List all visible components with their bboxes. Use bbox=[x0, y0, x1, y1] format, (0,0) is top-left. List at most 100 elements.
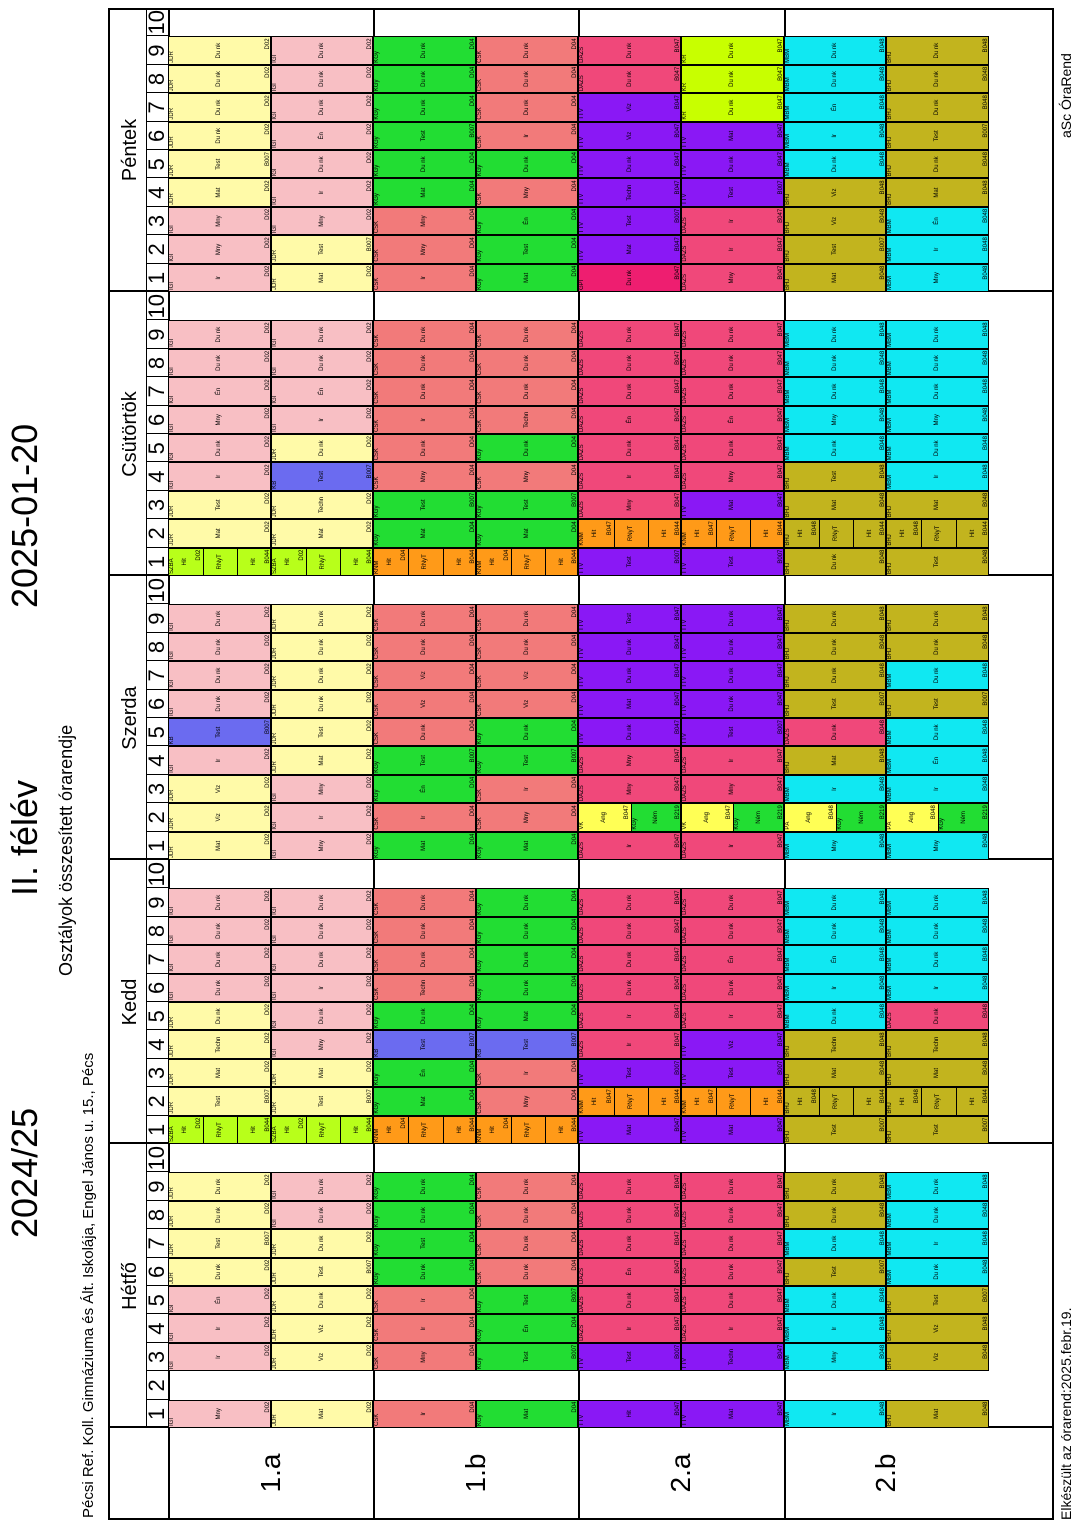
teacher-code: BHJ bbox=[887, 165, 894, 177]
lesson-group: DAZS Ir B047 bbox=[579, 463, 681, 490]
lesson-group: DAZS Du nk B047 bbox=[682, 321, 784, 348]
lesson-cell: KGy Du nk D04 bbox=[475, 718, 579, 747]
subject-code: Ir bbox=[421, 275, 428, 280]
grid-line bbox=[146, 688, 168, 690]
lesson-group: JDR Du nk D02 bbox=[271, 605, 374, 632]
lesson-cell: MBM Ir B048 bbox=[886, 1229, 989, 1258]
teacher-code: KGy bbox=[374, 51, 381, 63]
teacher-code: TTV bbox=[579, 647, 586, 660]
lesson-group: CSK Mny D04 bbox=[476, 1088, 579, 1115]
subject-code: Hit bbox=[797, 529, 804, 538]
lesson-cell: JDR Techn D02 bbox=[270, 490, 374, 520]
subject-code: Du nk bbox=[318, 1178, 325, 1195]
teacher-code: KNM bbox=[374, 560, 381, 574]
teacher-code: SZBA bbox=[169, 558, 175, 574]
lesson-group: IGI Ir D02 bbox=[271, 804, 374, 831]
lesson-cell: JDR Du nk D02 bbox=[270, 434, 374, 463]
lesson-cell: CSK Mny D04 bbox=[475, 462, 579, 491]
subject-code: Mat bbox=[318, 1068, 325, 1079]
teacher-code: IGI bbox=[169, 480, 175, 489]
subject-code: Hit bbox=[797, 1097, 804, 1106]
lesson-cell: BHJ Viz B048 bbox=[783, 178, 887, 207]
subject-code: Én bbox=[626, 1268, 633, 1276]
lesson-group: KGy Mat D04 bbox=[476, 264, 579, 291]
lesson-cell: IGI Du nk D02 bbox=[168, 888, 271, 917]
lesson-group: IGI Én D02 bbox=[169, 1287, 271, 1314]
subject-code: Du nk bbox=[729, 355, 736, 371]
lesson-group: CSK Ir D04 bbox=[374, 804, 476, 831]
subject-code: Du nk bbox=[729, 695, 736, 712]
day-header: Csütörtök bbox=[119, 391, 141, 477]
subject-code: Hit bbox=[969, 529, 976, 538]
lesson-cell: IGI Du nk D02 bbox=[270, 945, 374, 974]
lesson-cell: MBM Mny B048 bbox=[783, 831, 887, 860]
lesson-group: JDR Mat D02 bbox=[169, 520, 271, 547]
lesson-cell: JDR Viz D02 bbox=[270, 1314, 374, 1343]
room-code: B048 bbox=[982, 265, 989, 280]
room-code: B048 bbox=[982, 833, 989, 848]
lesson-cell: BHJ Hit B048 RNyT Hit B044 bbox=[783, 519, 887, 548]
teacher-code: KGy bbox=[374, 136, 381, 148]
lesson-group: JDR Du nk D02 bbox=[169, 37, 271, 64]
lesson-cell: DAZS Du nk B047 bbox=[578, 1229, 681, 1258]
period-number: 6 bbox=[144, 413, 169, 426]
room-code: B007 bbox=[982, 123, 989, 138]
lesson-group: DAZS Mny B047 bbox=[682, 463, 784, 490]
subject-code: Du nk bbox=[626, 1235, 633, 1252]
lesson-group: MBM Mny B048 bbox=[784, 1343, 887, 1371]
subject-code: Du nk bbox=[216, 355, 223, 371]
lesson-group: TTV Hit B047 bbox=[579, 1400, 681, 1427]
teacher-code: JDR bbox=[271, 1414, 278, 1426]
lesson-group: BHJ Techn B048 bbox=[784, 1031, 887, 1058]
lesson-group: TTV Mat B047 bbox=[579, 236, 681, 263]
lesson-group: IGI Ir D02 bbox=[169, 463, 271, 490]
subject-code: Mat bbox=[831, 500, 838, 511]
subject-code: Du nk bbox=[524, 639, 531, 655]
teacher-code: JDR bbox=[169, 107, 175, 120]
teacher-code: MBM bbox=[887, 957, 894, 972]
lesson-cell: KGy Test B007 bbox=[373, 490, 476, 520]
teacher-code: DAZS bbox=[579, 330, 586, 347]
lesson-group: DAZS Du nk B047 bbox=[579, 889, 681, 916]
school-name: Pécsi Ref. Koll. Gimnáziuma és Ált. Isko… bbox=[80, 1052, 97, 1518]
room-code: B048 bbox=[982, 208, 989, 223]
teacher-code: BHJ bbox=[784, 1215, 791, 1228]
lesson-cell: JDR Mat D02 bbox=[270, 1399, 374, 1428]
subject-code: Du nk bbox=[524, 440, 531, 457]
lesson-cell: TTV Mat B047 bbox=[681, 121, 784, 150]
teacher-code: BHJ bbox=[887, 193, 894, 205]
teacher-code: IGI bbox=[271, 395, 278, 404]
lesson-group: DAZS Mny B047 bbox=[682, 775, 784, 803]
teacher-code: BHJ bbox=[887, 505, 894, 518]
teacher-code: BHJ bbox=[887, 1130, 894, 1142]
lesson-cell: JDR Mat D02 bbox=[270, 746, 374, 775]
grid-line bbox=[146, 149, 168, 150]
teacher-code: JDR bbox=[169, 817, 175, 830]
lesson-cell: DAZS Du nk B047 bbox=[681, 348, 784, 378]
lesson-cell: DAZS Du nk B047 bbox=[578, 377, 681, 406]
lesson-cell: DAZS Én B047 bbox=[578, 1257, 681, 1286]
subject-code: Du nk bbox=[421, 610, 428, 627]
subject-code: Hit bbox=[182, 558, 189, 566]
subject-code: Test bbox=[831, 1266, 838, 1278]
lesson-group: DAZS Ir B047 bbox=[682, 236, 784, 263]
subject-code: Ir bbox=[729, 1326, 736, 1331]
subject-code: Mny bbox=[626, 754, 633, 767]
teacher-code: TTV bbox=[579, 250, 586, 262]
subject-code: Test bbox=[934, 130, 941, 142]
lesson-cell: BHJ Test B007 bbox=[783, 689, 887, 718]
teacher-code: JDR bbox=[169, 79, 175, 92]
teacher-code: DAZS bbox=[579, 75, 586, 92]
teacher-code: DAZS bbox=[579, 1267, 586, 1284]
lesson-cell: DAZS Du nk B047 bbox=[681, 973, 784, 1002]
lesson-cell: IGI Ir D02 bbox=[168, 1342, 271, 1372]
teacher-code: KGy bbox=[476, 505, 483, 518]
subject-code: Mny bbox=[831, 414, 838, 426]
lesson-group: DAZS Du nk B047 bbox=[682, 1173, 784, 1200]
class-label: 1.b bbox=[459, 1453, 491, 1493]
lesson-cell: KGy Du nk D04 bbox=[475, 434, 579, 463]
lesson-cell: IGI Ir D02 bbox=[168, 1314, 271, 1343]
lesson-group: IGI Ir D02 bbox=[271, 406, 374, 433]
teacher-code: BHJ bbox=[784, 1045, 791, 1057]
lesson-cell: CSK Mny D04 bbox=[475, 1087, 579, 1116]
